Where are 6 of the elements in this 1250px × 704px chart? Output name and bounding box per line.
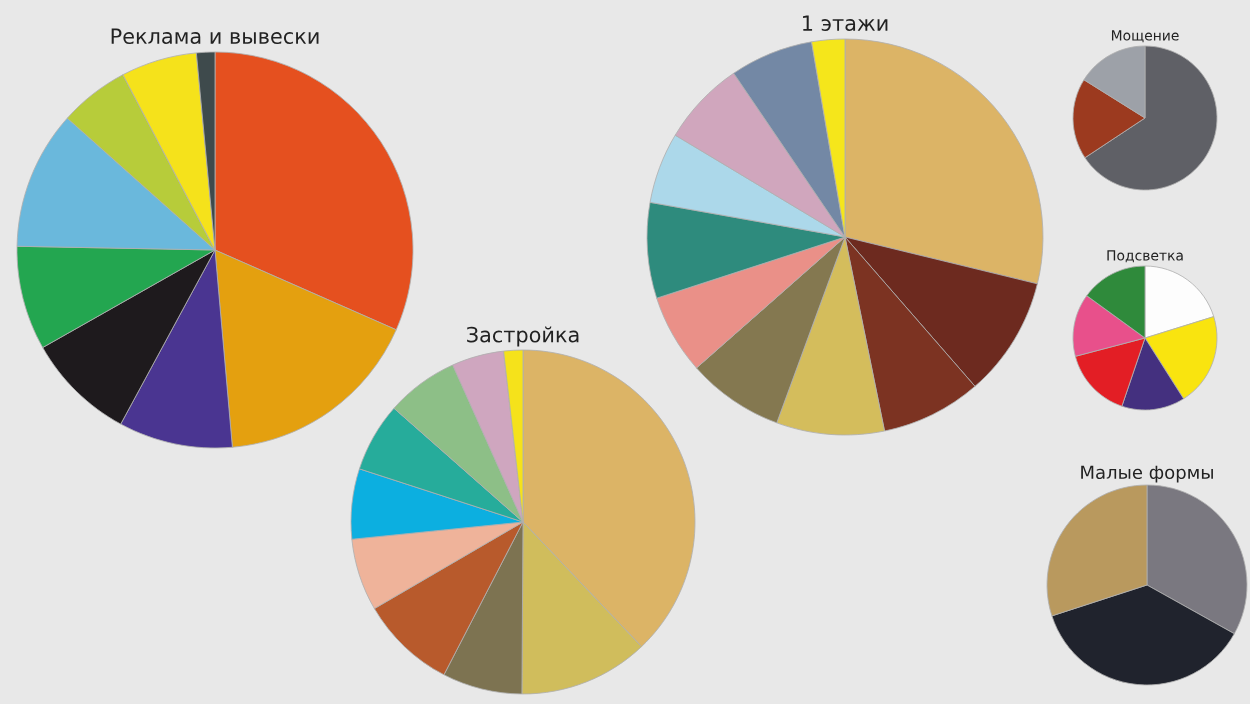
chart-title: Мощение	[1111, 30, 1179, 43]
chart-title: Реклама и вывески	[111, 28, 319, 44]
chart-title: Подсветка	[1107, 250, 1183, 263]
chart-title: 1 этажи	[803, 15, 888, 31]
chart-title: Малые формы	[1081, 465, 1213, 483]
chart-title: Застройка	[467, 326, 579, 347]
